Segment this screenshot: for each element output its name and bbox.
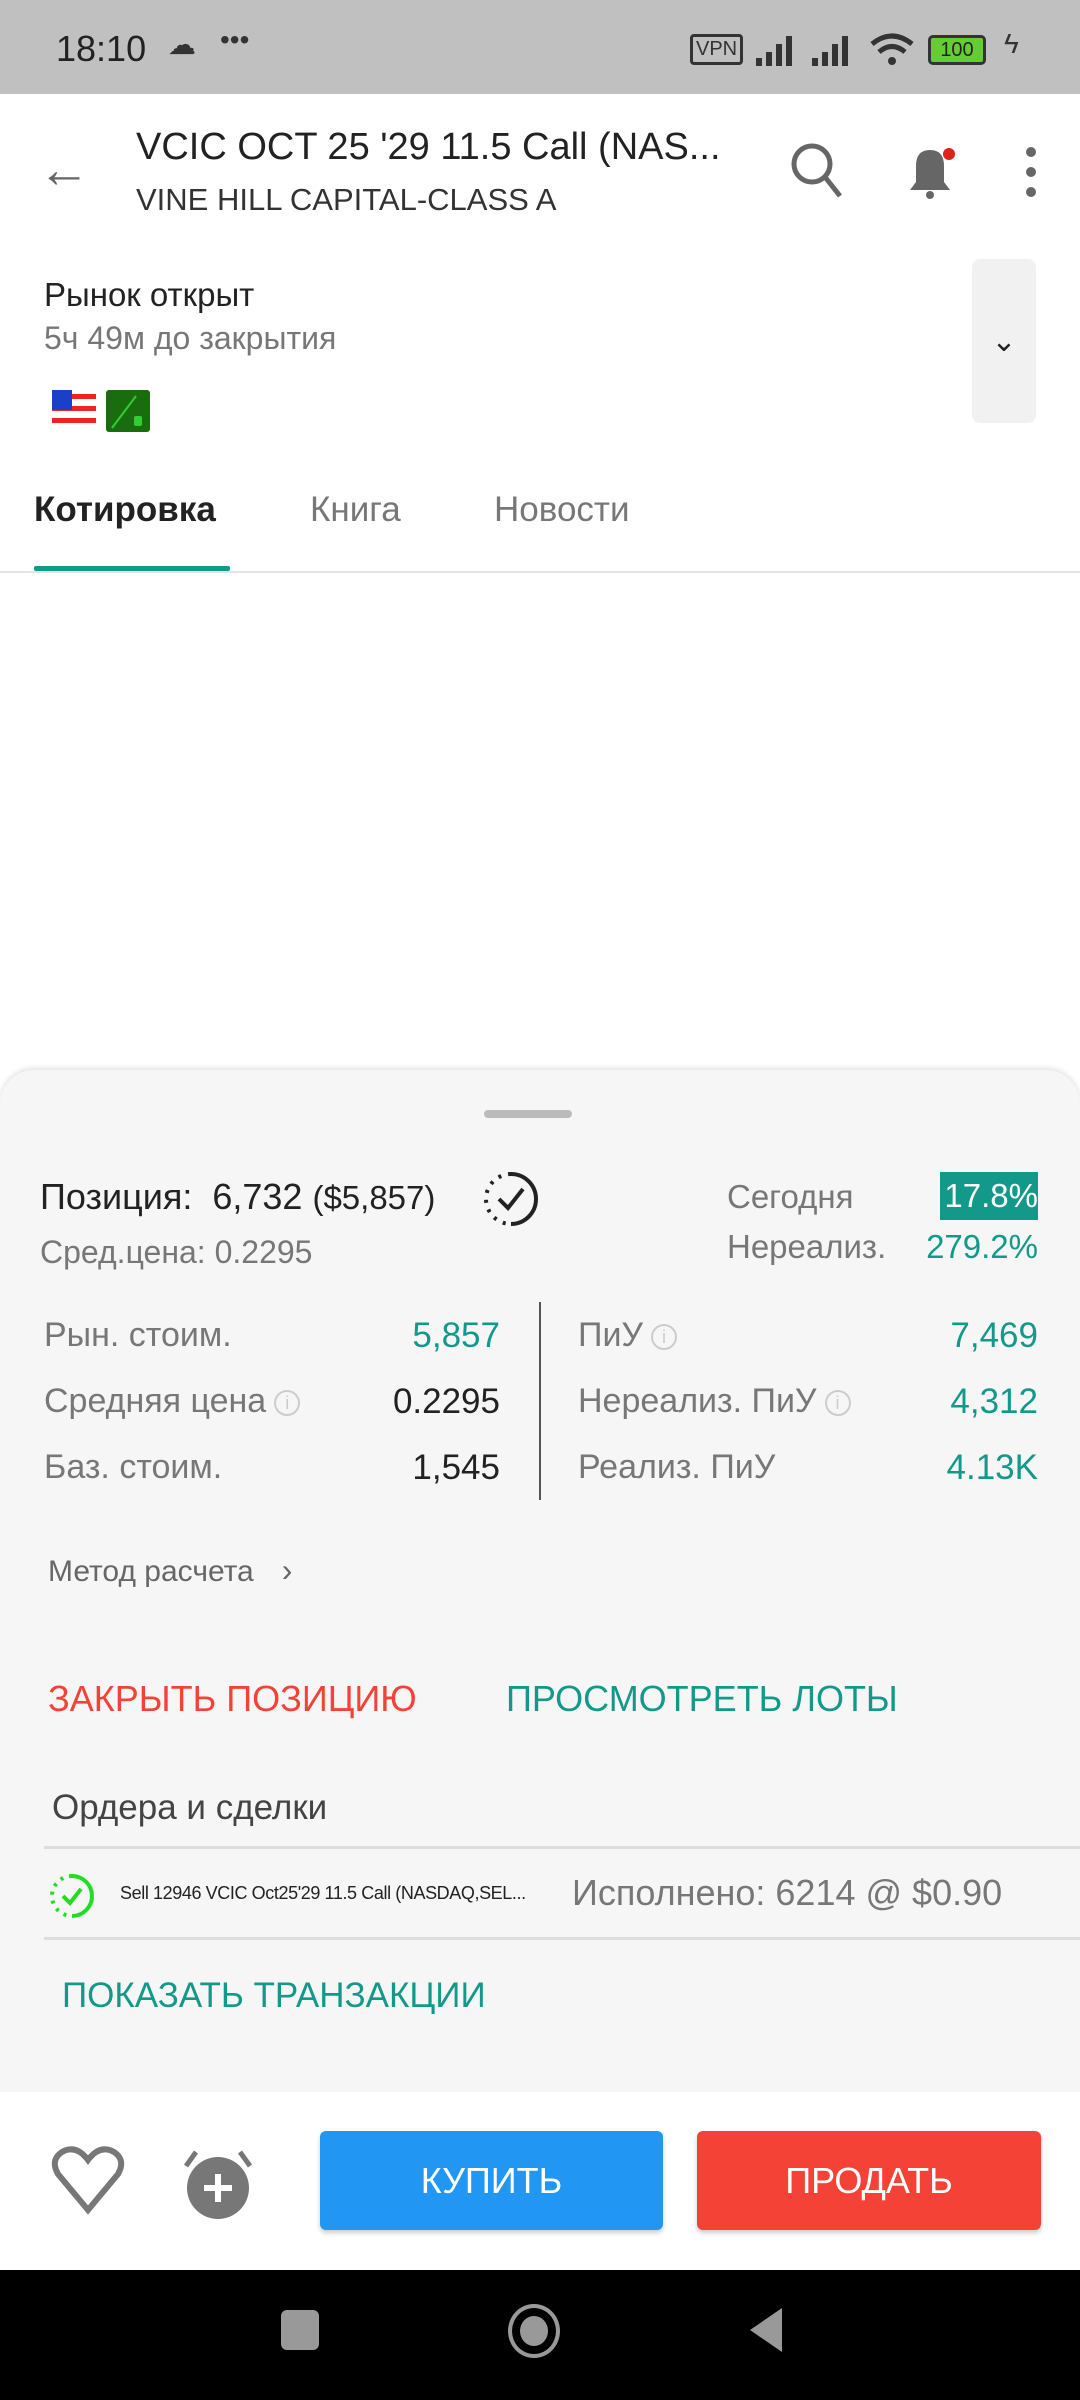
back-icon[interactable] bbox=[748, 2306, 784, 2354]
stats-divider bbox=[539, 1302, 541, 1500]
wifi-icon bbox=[870, 33, 914, 65]
info-icon[interactable]: i bbox=[651, 1324, 678, 1351]
position-summary: Позиция: 6,732 ($5,857) bbox=[40, 1176, 435, 1218]
market-value: 5,857 bbox=[412, 1316, 500, 1355]
realized-pnl-value: 4.13K bbox=[946, 1448, 1038, 1487]
market-status: Рынок открыт bbox=[44, 276, 255, 313]
calc-method-label: Метод расчета bbox=[48, 1555, 254, 1588]
chevron-down-icon: ⌄ bbox=[991, 324, 1017, 358]
market-expand-button[interactable]: ⌄ bbox=[972, 259, 1036, 423]
order-description: Sell 12946 VCIC Oct25'29 11.5 Call (NASD… bbox=[120, 1883, 526, 1903]
charging-icon: ϟ bbox=[1004, 28, 1019, 59]
us-flag-icon bbox=[52, 390, 96, 430]
status-bar: 18:10 ☁ ••• VPN 100 ϟ bbox=[0, 0, 1080, 94]
cloud-icon: ☁ bbox=[168, 29, 196, 60]
home-icon[interactable] bbox=[508, 2304, 560, 2358]
cost-basis-label: Баз. стоим. bbox=[44, 1448, 223, 1486]
info-icon[interactable]: i bbox=[274, 1390, 301, 1417]
filled-check-icon bbox=[50, 1874, 94, 1918]
orders-title: Ордера и сделки bbox=[52, 1788, 328, 1827]
divider bbox=[0, 571, 1080, 573]
more-dots-icon: ••• bbox=[220, 24, 250, 55]
page-title: VCIC OCT 25 '29 11.5 Call (NAS... bbox=[136, 126, 721, 168]
close-position-button[interactable]: ЗАКРЫТЬ ПОЗИЦИЮ bbox=[48, 1678, 417, 1719]
calc-method-link[interactable]: Метод расчета › bbox=[48, 1552, 292, 1589]
position-qty: 6,732 bbox=[212, 1176, 303, 1217]
signal-icon bbox=[756, 36, 792, 66]
market-value-label: Рын. стоим. bbox=[44, 1316, 232, 1354]
page-subtitle: VINE HILL CAPITAL-CLASS A bbox=[136, 182, 557, 217]
divider bbox=[44, 1846, 1080, 1849]
order-row[interactable]: Sell 12946 VCIC Oct25'29 11.5 Call (NASD… bbox=[0, 1850, 1080, 1936]
tab-news[interactable]: Новости bbox=[494, 490, 630, 529]
unrealized-pct: 279.2% bbox=[926, 1228, 1038, 1265]
chevron-right-icon: › bbox=[281, 1552, 293, 1588]
active-tab-indicator bbox=[34, 566, 230, 571]
show-transactions-button[interactable]: ПОКАЗАТЬ ТРАНЗАКЦИИ bbox=[62, 1976, 486, 2015]
pnl-value: 7,469 bbox=[950, 1316, 1038, 1355]
heart-icon[interactable] bbox=[50, 2146, 126, 2216]
pnl-label: ПиУ bbox=[578, 1316, 644, 1354]
exchange-icon bbox=[106, 390, 150, 432]
position-value: ($5,857) bbox=[312, 1179, 436, 1216]
divider bbox=[44, 1937, 1080, 1940]
realized-pnl-label: Реализ. ПиУ bbox=[578, 1448, 776, 1486]
unrealized-pnl-value: 4,312 bbox=[950, 1382, 1038, 1421]
unrealized-label: Нереализ. bbox=[727, 1228, 887, 1265]
back-arrow-icon[interactable]: ← bbox=[38, 141, 90, 199]
today-change-badge: 17.8% bbox=[940, 1172, 1038, 1220]
avg-cost-label: Средняя цена bbox=[44, 1382, 267, 1420]
clock: 18:10 bbox=[56, 28, 147, 69]
more-vert-icon[interactable] bbox=[1018, 142, 1044, 202]
dotted-check-icon[interactable] bbox=[482, 1170, 540, 1228]
position-label: Позиция: bbox=[40, 1176, 193, 1217]
sell-button[interactable]: ПРОДАТЬ bbox=[697, 2131, 1041, 2230]
drag-handle[interactable] bbox=[484, 1110, 572, 1118]
market-close-timer: 5ч 49м до закрытия bbox=[44, 320, 337, 356]
alarm-add-icon[interactable] bbox=[180, 2144, 256, 2220]
today-label: Сегодня bbox=[727, 1178, 854, 1215]
avg-price: Сред.цена: 0.2295 bbox=[40, 1234, 313, 1270]
position-sheet bbox=[0, 1070, 1080, 2100]
cost-basis-value: 1,545 bbox=[412, 1448, 500, 1487]
vpn-icon: VPN bbox=[690, 34, 744, 65]
tab-book[interactable]: Книга bbox=[310, 490, 401, 529]
unrealized-pnl-label: Нереализ. ПиУ bbox=[578, 1382, 817, 1420]
battery-icon: 100 bbox=[928, 35, 986, 65]
tab-quote[interactable]: Котировка bbox=[34, 490, 216, 529]
avg-cost-value: 0.2295 bbox=[392, 1382, 500, 1421]
recents-icon[interactable] bbox=[281, 2310, 319, 2350]
buy-button[interactable]: КУПИТЬ bbox=[320, 2131, 663, 2230]
view-lots-button[interactable]: ПРОСМОТРЕТЬ ЛОТЫ bbox=[506, 1678, 898, 1719]
search-icon[interactable] bbox=[788, 140, 848, 200]
order-status: Исполнено: 6214 @ $0.90 bbox=[572, 1872, 1003, 1913]
info-icon[interactable]: i bbox=[824, 1390, 851, 1417]
system-nav-bar bbox=[0, 2270, 1080, 2400]
signal-icon-2 bbox=[812, 36, 848, 66]
bell-icon[interactable] bbox=[900, 142, 960, 202]
